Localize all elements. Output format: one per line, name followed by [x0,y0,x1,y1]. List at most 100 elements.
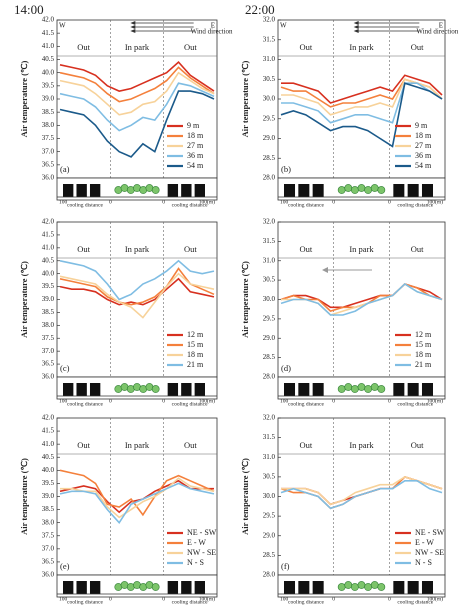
panel-label: (a) [60,164,70,174]
tree [364,385,373,393]
strip-label: cooling distance [288,599,324,605]
tree [350,186,359,194]
strip-label: cooling distance [397,401,433,407]
y-tick-label: 42.0 [42,218,55,226]
building [167,184,179,197]
legend-label: 12 m [415,330,432,339]
strip-label: cooling distance [172,401,208,407]
panel-label: (e) [60,561,70,571]
strip-label: 100(m) [427,198,443,205]
y-tick-label: 30.0 [263,492,276,500]
series-line [280,282,443,316]
section-label: Out [411,244,424,254]
y-tick-label: 41.5 [42,427,55,435]
strip-label: cooling distance [67,202,103,208]
tree [337,583,346,591]
tree [344,184,353,192]
tree [357,184,366,192]
y-tick-label: 28.0 [263,174,276,182]
building [89,383,101,396]
strip-label: 100 [59,199,68,205]
legend-label: E - W [187,538,206,547]
strip-label: cooling distance [67,401,103,407]
strip-label: 0 [162,199,165,205]
building [393,184,405,197]
series-line [59,90,215,158]
strip-label: 100(m) [199,595,215,602]
building [63,184,74,197]
wind-label: Wind direction [191,28,233,36]
strip-label: cooling distance [288,202,324,208]
section-label: In park [349,244,374,254]
building [63,581,74,594]
y-tick-label: 36.0 [42,174,55,182]
y-tick-label: 31.5 [263,237,276,245]
strip-label: 100(m) [427,595,443,602]
strip-label: 0 [388,596,391,602]
y-tick-label: 28.5 [263,154,276,162]
y-tick-label: 39.5 [42,81,55,89]
y-tick-label: 38.0 [42,321,55,329]
y-tick-label: 30.5 [263,75,276,83]
legend-label: 21 m [415,360,432,369]
building [89,581,101,594]
building [407,383,419,396]
building [63,383,74,396]
tree [337,186,346,194]
legend-label: 12 m [187,330,204,339]
wind-arrow-head [130,25,136,29]
building [284,184,296,197]
strip-label: cooling distance [397,599,433,605]
direction-label: E [211,22,215,30]
y-tick-label: 30.5 [263,472,276,480]
strip-label: cooling distance [67,599,103,605]
tree [364,186,373,194]
series-line [59,482,215,525]
column-header: 22:00 [245,2,275,17]
y-axis-label: Air temperature (℃) [240,261,250,338]
series-line [280,82,443,148]
y-tick-label: 36.5 [42,160,55,168]
series-line [59,272,215,319]
legend-label: NE - SW [187,528,217,537]
section-label: In park [349,440,374,450]
legend-label: 18 m [187,350,204,359]
building [76,184,87,197]
y-tick-label: 37.0 [42,147,55,155]
section-label: Out [184,440,197,450]
legend-label: 9 m [415,121,428,130]
y-tick-label: 41.5 [42,231,55,239]
tree [337,385,346,393]
legend-label: NW - SE [187,548,216,557]
building [421,581,433,594]
y-tick-label: 37.0 [42,347,55,355]
panel-label: (d) [281,363,291,373]
wind-arrow-head [353,21,359,25]
column-header: 14:00 [14,2,44,17]
strip-label: 0 [162,398,165,404]
series-line [59,469,215,517]
tree [151,583,160,591]
building [312,184,324,197]
y-tick-label: 30.5 [263,276,276,284]
strip-label: 100 [59,398,68,404]
strip-label: 0 [332,596,335,602]
legend-label: 15 m [415,340,432,349]
y-tick-label: 40.5 [42,55,55,63]
y-tick-label: 39.0 [42,95,55,103]
tree [357,383,366,391]
series-line [281,78,443,116]
strip-label: 0 [332,199,335,205]
y-tick-label: 42.0 [42,16,55,24]
y-tick-label: 32.0 [263,218,276,226]
strip-label: 100 [280,596,289,602]
y-tick-label: 29.5 [263,512,276,520]
tree [344,383,353,391]
series-line [59,259,215,301]
legend-label: E - W [415,538,434,547]
y-tick-label: 40.0 [42,466,55,474]
y-tick-label: 40.0 [42,269,55,277]
y-tick-label: 36.0 [42,571,55,579]
y-tick-label: 38.5 [42,108,55,116]
